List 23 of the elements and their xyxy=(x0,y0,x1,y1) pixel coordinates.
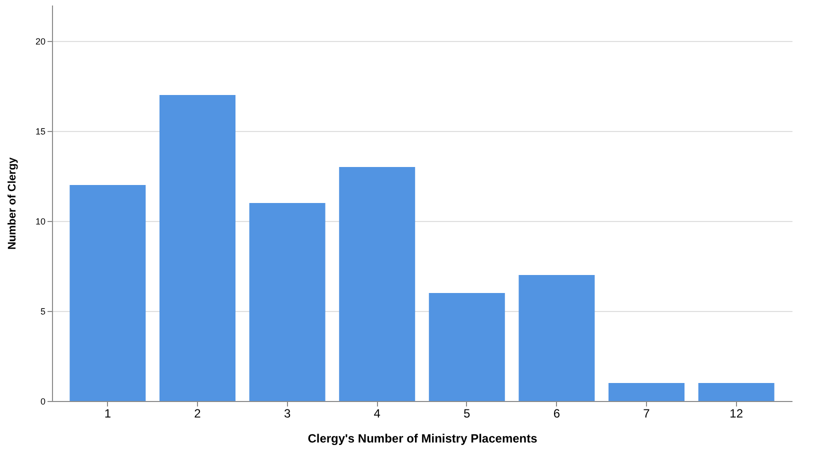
x-tick-label: 12 xyxy=(730,406,744,420)
y-tick-label: 15 xyxy=(35,126,46,136)
y-tick-label: 20 xyxy=(35,36,46,46)
y-tick-label: 5 xyxy=(40,306,46,316)
x-tick-label: 1 xyxy=(104,406,112,420)
bar xyxy=(159,95,236,401)
x-tick-label: 6 xyxy=(553,406,560,420)
y-tick-label: 10 xyxy=(35,216,46,226)
x-tick-label: 4 xyxy=(374,406,381,420)
bar xyxy=(339,167,416,401)
bar xyxy=(698,383,774,401)
x-tick-label: 7 xyxy=(643,406,650,420)
x-tick-label: 2 xyxy=(194,406,202,420)
y-tick-label: 0 xyxy=(40,396,46,406)
bar xyxy=(518,275,595,401)
bar xyxy=(70,185,146,401)
x-axis-title: Clergy's Number of Ministry Placements xyxy=(308,432,538,446)
bar xyxy=(428,293,505,401)
bar xyxy=(249,203,326,401)
x-tick-label: 3 xyxy=(284,406,291,420)
x-tick-label: 5 xyxy=(464,406,471,420)
y-axis-title: Number of Clergy xyxy=(6,156,18,250)
bar xyxy=(608,383,685,401)
